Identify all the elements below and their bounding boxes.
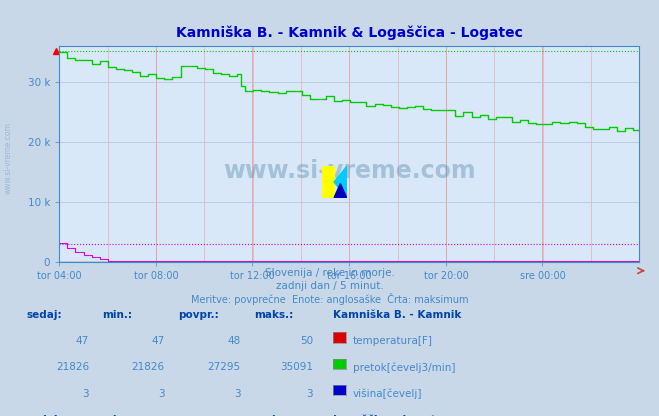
Text: sedaj:: sedaj: (26, 310, 62, 320)
Text: maks.:: maks.: (254, 415, 293, 416)
Text: 3: 3 (82, 389, 89, 399)
Text: 21826: 21826 (132, 362, 165, 372)
Text: Slovenija / reke in morje.: Slovenija / reke in morje. (264, 268, 395, 278)
Text: 35091: 35091 (280, 362, 313, 372)
Text: 50: 50 (300, 336, 313, 346)
Text: 47: 47 (76, 336, 89, 346)
Text: www.si-vreme.com: www.si-vreme.com (223, 159, 476, 183)
Text: 3: 3 (234, 389, 241, 399)
Text: 48: 48 (227, 336, 241, 346)
Bar (322, 166, 334, 198)
Text: Logaščica - Logatec: Logaščica - Logatec (333, 415, 449, 416)
Text: 21826: 21826 (56, 362, 89, 372)
Text: sedaj:: sedaj: (26, 415, 62, 416)
Text: višina[čevelj]: višina[čevelj] (353, 389, 422, 399)
Text: 3: 3 (158, 389, 165, 399)
Text: 27295: 27295 (208, 362, 241, 372)
Polygon shape (334, 166, 347, 198)
Text: 3: 3 (306, 389, 313, 399)
Title: Kamniška B. - Kamnik & Logaščica - Logatec: Kamniška B. - Kamnik & Logaščica - Logat… (176, 26, 523, 40)
Text: povpr.:: povpr.: (178, 310, 219, 320)
Text: povpr.:: povpr.: (178, 415, 219, 416)
Text: pretok[čevelj3/min]: pretok[čevelj3/min] (353, 362, 455, 373)
Text: www.si-vreme.com: www.si-vreme.com (4, 122, 13, 194)
Text: Meritve: povprečne  Enote: anglosaške  Črta: maksimum: Meritve: povprečne Enote: anglosaške Črt… (190, 293, 469, 305)
Text: zadnji dan / 5 minut.: zadnji dan / 5 minut. (275, 281, 384, 291)
Text: 47: 47 (152, 336, 165, 346)
Text: Kamniška B. - Kamnik: Kamniška B. - Kamnik (333, 310, 461, 320)
Text: min.:: min.: (102, 415, 132, 416)
Text: temperatura[F]: temperatura[F] (353, 336, 432, 346)
Text: min.:: min.: (102, 310, 132, 320)
Polygon shape (334, 183, 347, 198)
Text: maks.:: maks.: (254, 310, 293, 320)
